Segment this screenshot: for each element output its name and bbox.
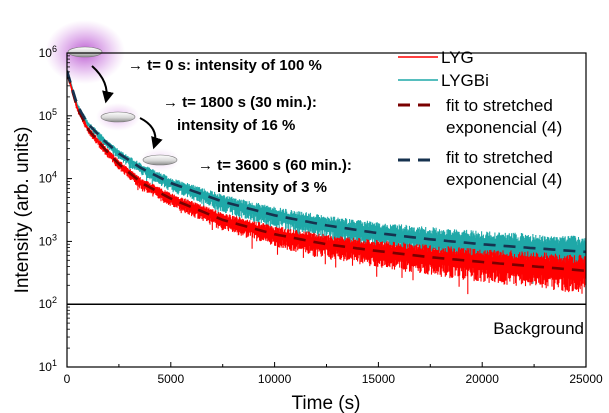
x-tick-label: 15000 xyxy=(362,372,396,386)
y-tick-label: 102 xyxy=(39,295,57,311)
background-label: Background xyxy=(493,319,584,338)
x-tick-label: 0 xyxy=(64,372,71,386)
curved-arrow-1 xyxy=(91,65,114,104)
annotation-t1800-line2: intensity of 16 % xyxy=(177,117,295,134)
annotation-t0: → t= 0 s: intensity of 100 % xyxy=(128,57,322,74)
annotations: → t= 0 s: intensity of 100 % → t= 1800 s… xyxy=(128,57,352,196)
x-axis-title: Time (s) xyxy=(292,393,361,413)
y-tick-exponent: 3 xyxy=(52,232,57,242)
sample-disc-2 xyxy=(100,111,136,123)
sample-disc-3 xyxy=(142,154,178,166)
y-axis-title: Intensity (arb. units) xyxy=(12,127,33,294)
y-tick-exponent: 5 xyxy=(52,107,57,117)
legend-label-lygbi: LYGBi xyxy=(441,71,489,90)
series-fit-to-stretched-exponencial-4-2 xyxy=(67,71,586,273)
x-axis: 0 5000 10000 15000 20000 25000 xyxy=(64,362,603,386)
sample-disc-1 xyxy=(67,46,103,58)
fit-line xyxy=(67,71,586,273)
x-tick-label: 20000 xyxy=(466,372,500,386)
y-tick-exponent: 6 xyxy=(52,44,57,54)
legend-label-fit-lyg-line1: fit to stretched xyxy=(446,96,553,115)
x-tick-label: 5000 xyxy=(157,372,184,386)
series-fit-to-stretched-exponencial-4-3 xyxy=(67,70,586,254)
y-tick-exponent: 4 xyxy=(52,170,57,180)
y-tick-exponent: 1 xyxy=(52,358,57,368)
y-tick-exponent: 2 xyxy=(52,295,57,305)
annotation-t3600-line1: → t= 3600 s (60 min.): xyxy=(198,157,352,174)
legend: LYG LYGBi fit to stretched exponencial (… xyxy=(398,48,562,189)
annotation-t1800-line1: → t= 1800 s (30 min.): xyxy=(163,94,317,111)
y-tick-label: 104 xyxy=(39,170,57,186)
fit-line xyxy=(67,70,586,254)
legend-label-lyg: LYG xyxy=(441,48,474,67)
y-tick-label: 105 xyxy=(39,107,57,123)
x-tick-label: 10000 xyxy=(258,372,292,386)
y-tick-label: 101 xyxy=(39,358,57,374)
sample-illustration xyxy=(45,20,180,172)
legend-label-fit-lyg-line2: exponencial (4) xyxy=(446,118,562,137)
legend-label-fit-lygbi-line1: fit to stretched xyxy=(446,148,553,167)
plot-area xyxy=(67,70,586,295)
x-tick-label: 25000 xyxy=(569,372,603,386)
curved-arrow-2 xyxy=(139,117,163,150)
annotation-t3600-line2: intensity of 3 % xyxy=(217,179,327,196)
y-tick-label: 103 xyxy=(39,232,57,248)
legend-label-fit-lygbi-line2: exponencial (4) xyxy=(446,170,562,189)
